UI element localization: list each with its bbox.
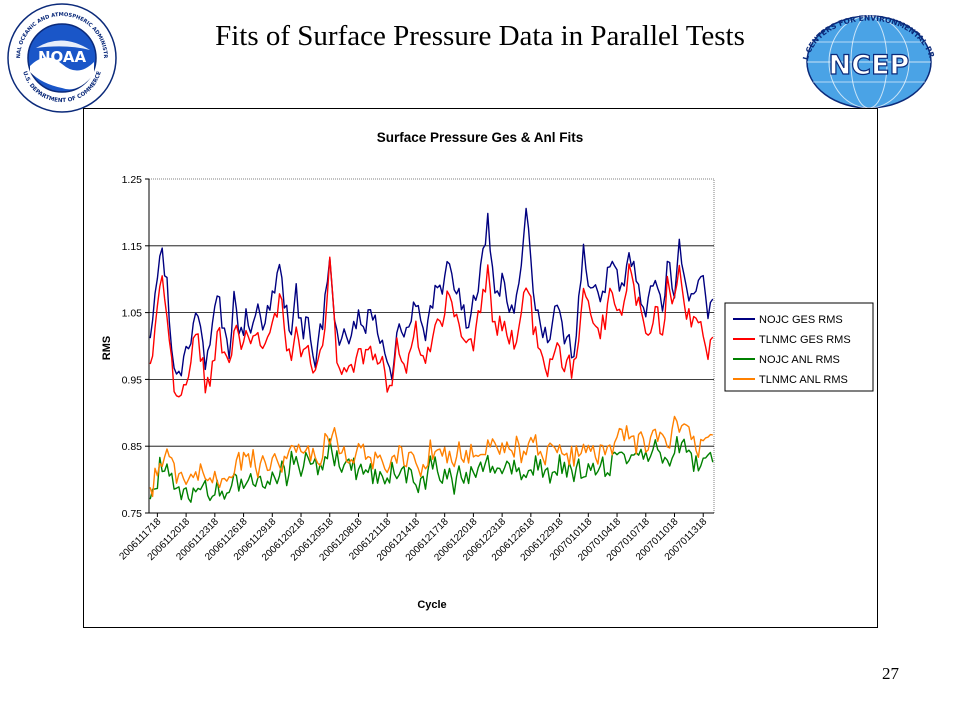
chart-title: Surface Pressure Ges & Anl Fits xyxy=(377,130,584,145)
series-line-nojc-anl-rms xyxy=(149,436,714,503)
chart-frame: Surface Pressure Ges & Anl Fits RMS Cycl… xyxy=(83,108,878,628)
y-axis-label: RMS xyxy=(101,336,113,360)
series-line-nojc-ges-rms xyxy=(149,207,714,381)
legend: NOJC GES RMS TLNMC GES RMS NOJC ANL RMS TLN… xyxy=(724,302,874,392)
page-number: 27 xyxy=(882,664,899,683)
series-line-tlnmc-ges-rms xyxy=(149,256,714,398)
chart-svg: Surface Pressure Ges & Anl Fits RMS Cycl… xyxy=(101,130,874,611)
y-tick-label: 0.85 xyxy=(122,441,143,453)
slide-title: Fits of Surface Pressure Data in Paralle… xyxy=(215,20,745,52)
legend-label: TLNMC ANL RMS xyxy=(759,374,848,386)
legend-label: NOJC ANL RMS xyxy=(759,354,840,366)
noaa-logo: NOAA NATIONAL OCEANIC AND ATMOSPHERIC AD… xyxy=(6,2,117,113)
legend-label: NOJC GES RMS xyxy=(759,314,843,326)
plot-area: 0.750.850.951.051.151.252006111718200611… xyxy=(117,174,715,563)
y-tick-label: 0.75 xyxy=(122,508,143,520)
noaa-logo-center-text: NOAA xyxy=(38,48,87,66)
series-line-tlnmc-anl-rms xyxy=(149,415,713,498)
y-tick-label: 0.95 xyxy=(122,374,143,386)
y-tick-label: 1.05 xyxy=(122,308,143,320)
y-tick-label: 1.15 xyxy=(122,241,143,253)
x-axis-label: Cycle xyxy=(417,599,446,611)
legend-label: TLNMC GES RMS xyxy=(759,334,851,346)
y-tick-label: 1.25 xyxy=(122,174,143,186)
ncep-logo: NATIONAL CENTERS FOR ENVIRONMENTAL PREDI… xyxy=(788,2,936,109)
legend-box xyxy=(724,302,874,392)
ncep-logo-center-text: NCEP xyxy=(829,50,910,81)
